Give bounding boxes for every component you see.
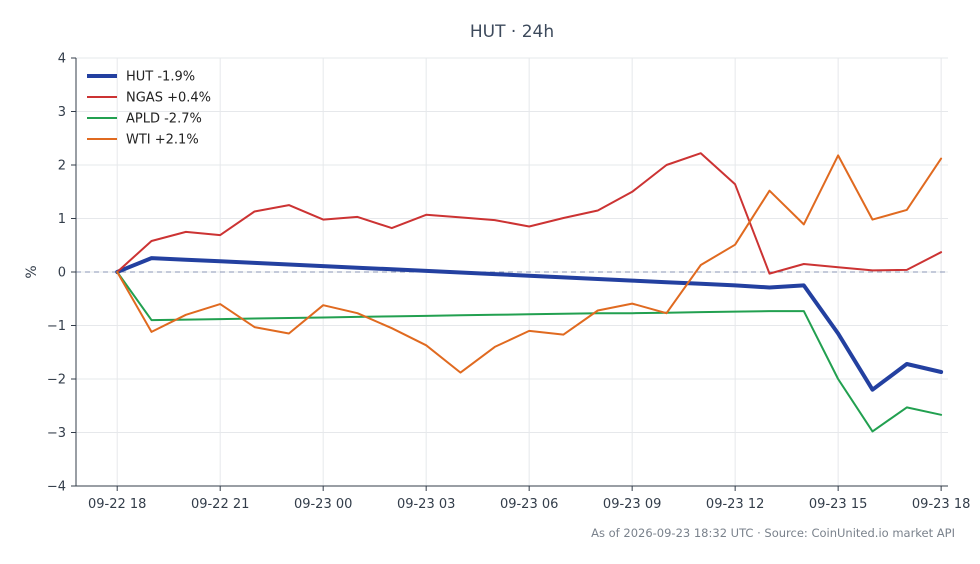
y-axis-label: % <box>24 265 40 278</box>
y-axis-ticks: −4 −3 −2 −1 0 1 2 3 4 <box>47 52 76 495</box>
y-tick-label-0: −4 <box>47 480 66 495</box>
series-line-2 <box>116 271 943 433</box>
y-tick-label-1: −3 <box>47 426 66 441</box>
y-tick-label-8: 4 <box>58 52 66 67</box>
series-line-0 <box>115 256 944 392</box>
y-tick-label-4: 0 <box>58 266 66 281</box>
legend-label-0: HUT -1.9% <box>126 70 195 85</box>
x-tick-label-2: 09-23 00 <box>294 497 352 512</box>
footer-source: As of 2026-09-23 18:32 UTC · Source: Coi… <box>591 526 955 540</box>
x-tick-label-4: 09-23 06 <box>500 497 558 512</box>
x-tick-label-6: 09-23 12 <box>706 497 764 512</box>
series-lines <box>115 152 944 433</box>
legend-label-3: WTI +2.1% <box>126 133 199 148</box>
y-tick-label-5: 1 <box>58 212 66 227</box>
x-axis-ticks: 09-22 18 09-22 21 09-23 00 09-23 03 09-23 06… <box>88 486 970 512</box>
x-tick-label-1: 09-22 21 <box>191 497 249 512</box>
series-line-3 <box>116 154 943 374</box>
x-tick-label-7: 09-23 15 <box>809 497 867 512</box>
chart-title: HUT · 24h <box>470 22 554 42</box>
series-line-1 <box>116 152 943 275</box>
y-tick-label-6: 2 <box>58 159 66 174</box>
x-tick-label-5: 09-23 09 <box>603 497 661 512</box>
x-tick-label-8: 09-23 18 <box>912 497 970 512</box>
y-tick-label-3: −1 <box>47 319 66 334</box>
y-tick-label-7: 3 <box>58 105 66 120</box>
legend: HUT -1.9% NGAS +0.4% APLD -2.7% WTI +2.1% <box>87 70 211 148</box>
legend-label-2: APLD -2.7% <box>126 112 202 127</box>
legend-label-1: NGAS +0.4% <box>126 91 211 106</box>
y-tick-label-2: −2 <box>47 373 66 388</box>
x-tick-label-3: 09-23 03 <box>397 497 455 512</box>
x-tick-label-0: 09-22 18 <box>88 497 146 512</box>
